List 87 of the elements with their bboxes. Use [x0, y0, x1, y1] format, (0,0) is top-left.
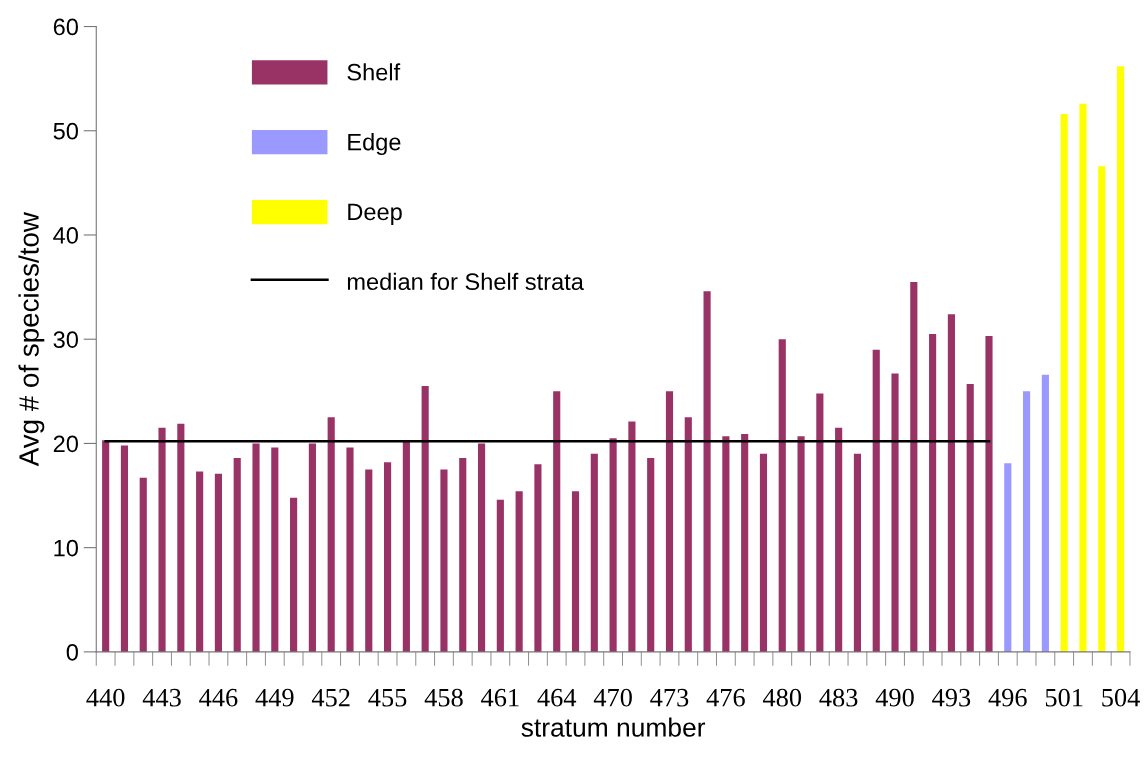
bar	[1023, 391, 1031, 652]
bar	[609, 438, 617, 652]
bar	[271, 447, 279, 652]
bar	[459, 458, 467, 652]
bar	[515, 491, 523, 652]
x-tick-label: 452	[311, 688, 350, 707]
x-tick-label: 501	[1045, 688, 1083, 707]
y-tick-label: 60	[53, 18, 78, 36]
bar	[384, 462, 392, 652]
bar	[966, 384, 974, 652]
bar	[703, 291, 711, 652]
bar	[196, 471, 204, 652]
bar	[139, 477, 147, 652]
x-tick-label: 455	[368, 688, 407, 707]
bar	[910, 281, 918, 652]
y-tick-label: 20	[53, 435, 78, 453]
legend-label: Shelf	[347, 63, 401, 81]
bar	[252, 443, 260, 652]
bar	[628, 421, 636, 652]
x-tick-label: 464	[537, 688, 577, 707]
x-tick-label: 476	[706, 688, 745, 707]
y-tick-label: 0	[66, 643, 78, 661]
bar	[308, 443, 316, 652]
bar	[778, 339, 786, 652]
bar	[402, 441, 410, 652]
y-tick-label: 30	[53, 331, 78, 348]
bar	[534, 464, 542, 652]
bar	[759, 453, 768, 652]
x-tick-label: 461	[481, 688, 519, 707]
bar	[853, 453, 862, 652]
bar	[214, 473, 222, 652]
bar	[816, 393, 824, 652]
bar	[722, 436, 730, 652]
x-tick-label: 449	[255, 688, 294, 707]
x-tick-label: 480	[762, 688, 802, 707]
bar	[365, 469, 373, 652]
bar	[421, 386, 429, 652]
bar	[891, 373, 899, 652]
x-tick-label: 470	[593, 688, 632, 707]
bar	[1041, 374, 1049, 652]
legend-label: Edge	[348, 133, 401, 156]
x-tick-label: 496	[988, 688, 1027, 707]
bar	[1060, 114, 1068, 652]
bar	[947, 314, 955, 652]
bar	[553, 391, 561, 652]
y-axis-title: Avg # of species/tow	[18, 211, 45, 467]
x-tick-label: 458	[424, 688, 463, 707]
bar	[647, 458, 655, 652]
legend-label: Deep	[348, 203, 402, 225]
bar	[590, 453, 598, 652]
bar	[929, 333, 937, 652]
bar	[233, 458, 241, 652]
x-axis-title: stratum number	[521, 717, 706, 737]
bar	[665, 391, 674, 652]
bar	[985, 336, 993, 652]
x-tick-label: 473	[650, 688, 689, 707]
x-tick-label: 493	[932, 688, 971, 707]
x-tick-label: 504	[1102, 688, 1140, 707]
bar	[684, 417, 692, 652]
bar	[477, 443, 486, 652]
bar	[1116, 66, 1125, 652]
legend-label: median for Shelf strata	[347, 272, 584, 291]
bar	[1004, 463, 1012, 652]
x-tick-label: 446	[199, 688, 238, 707]
bar	[835, 427, 843, 652]
bar	[496, 499, 504, 652]
bar	[1079, 103, 1087, 652]
bar	[440, 469, 448, 652]
x-tick-label: 483	[819, 688, 858, 707]
bar	[290, 497, 298, 652]
y-tick-label: 40	[53, 227, 78, 244]
bar	[158, 427, 166, 652]
y-tick-label: 50	[53, 122, 78, 140]
bar	[327, 417, 335, 652]
bar	[346, 447, 354, 652]
bar	[741, 434, 749, 652]
bar	[120, 445, 129, 652]
y-tick-label: 10	[54, 539, 78, 557]
bar	[102, 440, 110, 652]
x-tick-label: 440	[86, 688, 125, 707]
bar	[872, 349, 880, 652]
x-tick-label: 443	[142, 688, 181, 707]
bar	[1098, 166, 1106, 652]
x-tick-label: 490	[875, 688, 914, 707]
bar	[571, 491, 580, 652]
bar	[797, 436, 805, 652]
bar	[177, 423, 185, 652]
